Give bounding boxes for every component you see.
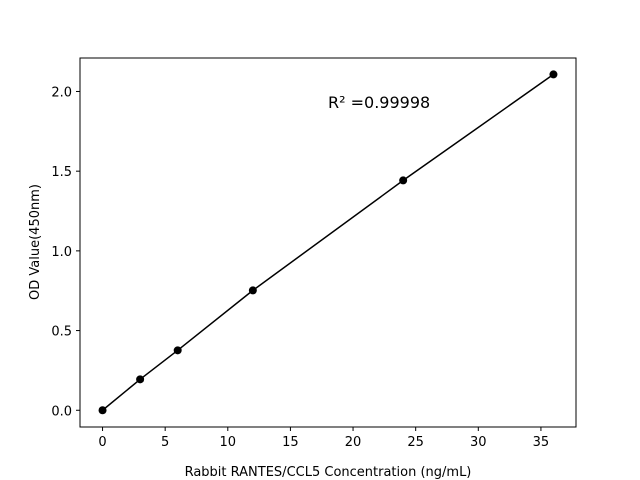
x-tick-label: 0 <box>98 435 106 450</box>
point <box>136 375 145 384</box>
y-axis-label: OD Value(450nm) <box>28 184 43 300</box>
x-tick-label: 10 <box>220 435 237 450</box>
x-axis-label: Rabbit RANTES/CCL5 Concentration (ng/mL) <box>185 465 472 480</box>
point <box>549 70 558 79</box>
x-tick-label: 15 <box>282 435 299 450</box>
annotation: R² =0.99998 <box>328 93 430 112</box>
x-tick-label: 35 <box>533 435 550 450</box>
y-tick-label: 1.0 <box>51 245 72 260</box>
point <box>173 346 182 355</box>
plot-frame <box>79 57 577 428</box>
x-tick-label: 5 <box>161 435 169 450</box>
y-tick-label: 1.5 <box>51 165 72 180</box>
line <box>102 73 554 411</box>
point <box>98 406 107 415</box>
point <box>399 176 408 185</box>
x-tick-label: 25 <box>407 435 424 450</box>
y-tick-label: 0.0 <box>51 404 72 419</box>
y-tick-label: 2.0 <box>51 85 72 100</box>
y-tick-label: 0.5 <box>51 325 72 340</box>
x-tick-label: 30 <box>470 435 487 450</box>
x-tick-label: 20 <box>345 435 362 450</box>
point <box>248 286 257 295</box>
